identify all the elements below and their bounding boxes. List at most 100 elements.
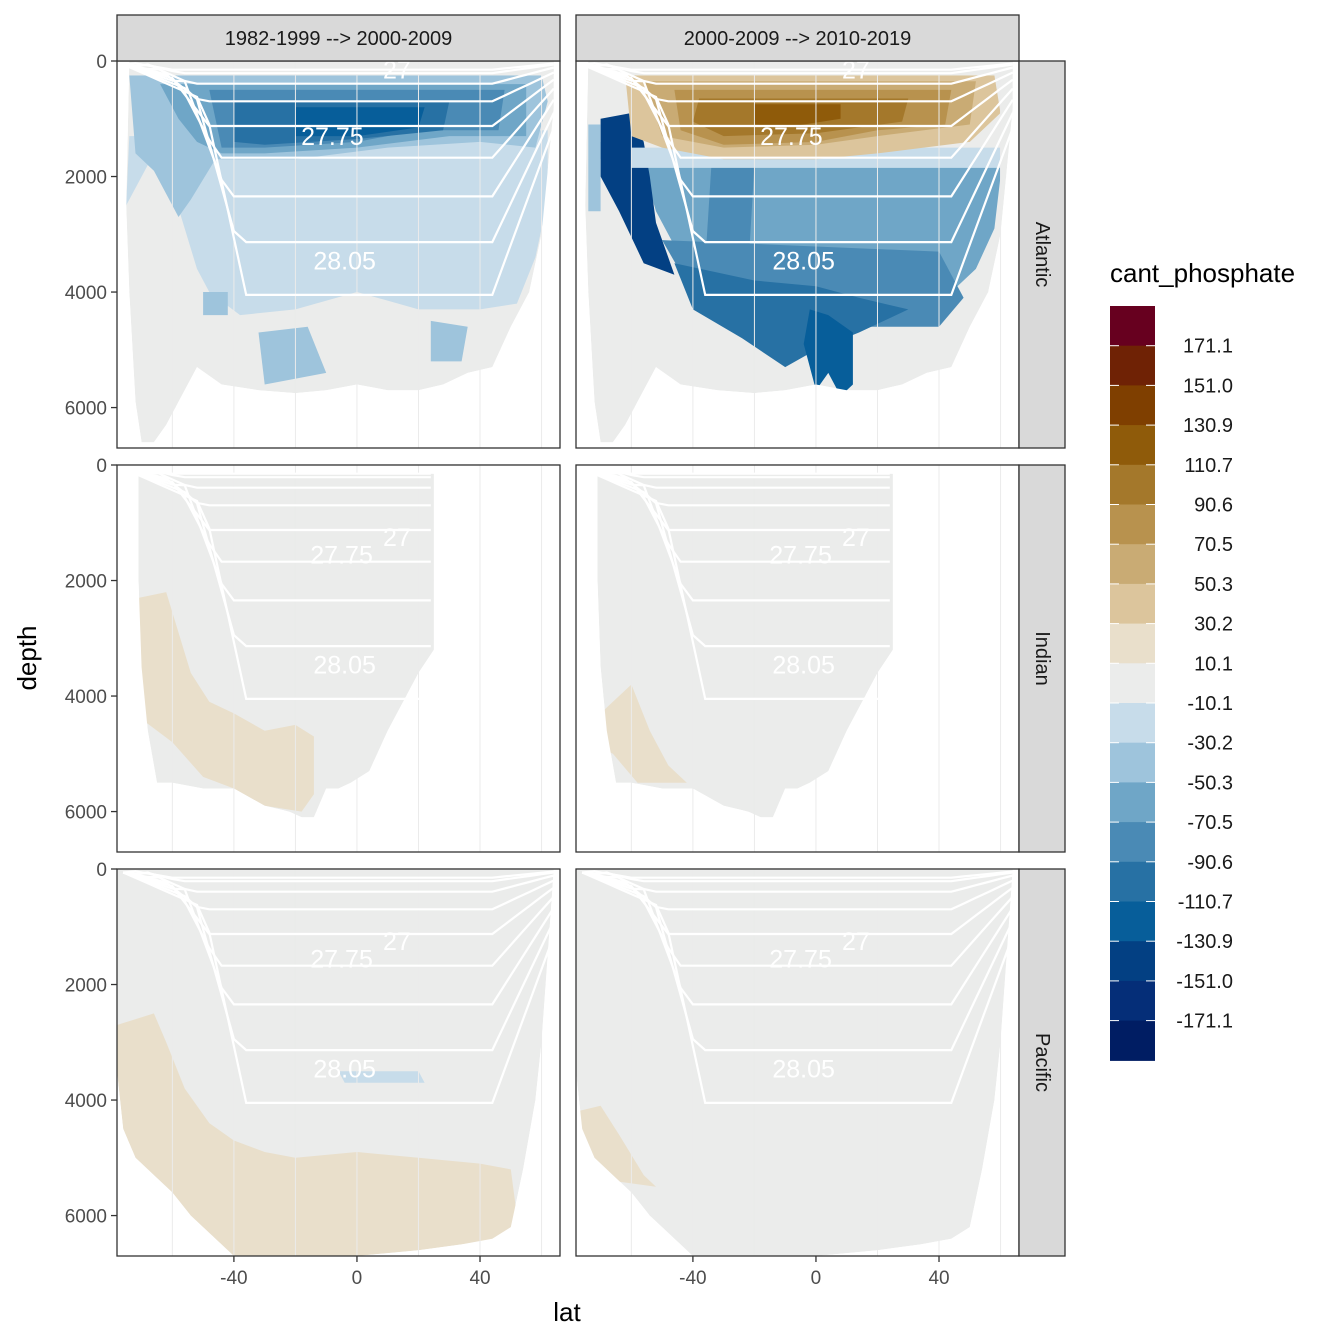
- panel-atlantic-2: 27 27.75 28.05: [575, 57, 1020, 449]
- value-patch: [588, 124, 601, 212]
- isopycnal-label: 27: [842, 57, 870, 85]
- value-patch: [126, 130, 548, 316]
- isopycnal-line: [581, 63, 1014, 244]
- land-mask: [576, 869, 1019, 1256]
- isopycnal-label: 27: [842, 928, 870, 956]
- legend-label: -110.7: [1178, 892, 1233, 914]
- legend-label: 110.7: [1184, 455, 1233, 477]
- panel-border: [116, 868, 561, 1257]
- legend-label: -50.3: [1187, 772, 1233, 794]
- land-mask: [576, 465, 1019, 852]
- isopycnal-line: [581, 871, 1014, 1104]
- legend-label: -171.1: [1176, 1011, 1233, 1033]
- panels-layer: 2727.7528.052727.7528.052727.7528.052727…: [116, 57, 1020, 1257]
- isopycnal-line: [123, 871, 554, 883]
- isopycnal-line: [123, 63, 554, 75]
- isopycnal-line: [122, 467, 431, 648]
- y-tick-label: 2000: [65, 976, 107, 997]
- land-mask: [576, 61, 1019, 448]
- y-tick-label: 4000: [65, 1091, 107, 1112]
- isopycnal-line: [581, 871, 1014, 1052]
- isopycnal-label: 27: [383, 928, 411, 956]
- y-tick-label: 2000: [65, 168, 107, 189]
- section-field: 27 27.75 28.05: [576, 465, 1019, 852]
- legend-swatch: [1110, 703, 1155, 744]
- isopycnal-line: [122, 63, 555, 296]
- strip-background: [116, 14, 561, 62]
- isopycnal-label: 28.05: [772, 1055, 835, 1083]
- isopycnal-line: [581, 467, 890, 700]
- y-tick-label: 6000: [65, 399, 107, 420]
- isopycnal-line: [122, 63, 555, 159]
- isopycnal-label: 27: [842, 524, 870, 552]
- section-field: 27 27.75 28.05: [117, 465, 560, 852]
- panel-indian-2: 27 27.75 28.05: [575, 464, 1020, 853]
- legend-label: 171.1: [1183, 336, 1233, 358]
- value-patch: [754, 104, 841, 128]
- isopycnal-line: [582, 62, 1013, 71]
- value-patch: [258, 326, 327, 385]
- legend-label: -130.9: [1176, 931, 1233, 953]
- value-patch: [588, 61, 1013, 76]
- legend-swatch: [1110, 742, 1155, 783]
- isopycnal-line: [123, 62, 554, 71]
- isopycnal-contours: 27 27.75 28.05: [581, 870, 1014, 1104]
- x-tick-label: 40: [469, 1268, 490, 1289]
- land-mask: [117, 465, 560, 852]
- legend-swatch: [1110, 782, 1155, 823]
- isopycnal-line: [581, 63, 1014, 159]
- x-tick-label: 40: [928, 1268, 949, 1289]
- legend-label: -30.2: [1187, 733, 1233, 755]
- isopycnal-line: [582, 871, 1014, 893]
- land-mask: [117, 869, 560, 1256]
- row-strip-pacific: Pacific: [1018, 868, 1066, 1257]
- isopycnal-line: [122, 871, 555, 1052]
- x-tick-label: 0: [352, 1268, 363, 1289]
- legend-swatch: [1110, 425, 1155, 466]
- legend-swatch: [1110, 544, 1155, 585]
- isopycnal-label: 27.75: [769, 542, 832, 570]
- isopycnal-line: [122, 871, 555, 1006]
- value-patch: [203, 292, 228, 316]
- legend-swatch: [1110, 663, 1155, 704]
- legend: 171.1 151.0 130.9 110.7 90.6 70.5 50.3 30.2 10.1…: [1110, 306, 1233, 1061]
- legend-swatch: [1110, 901, 1155, 942]
- legend-label: -151.0: [1176, 971, 1233, 993]
- strip-background: [1018, 464, 1066, 853]
- x-axes: -40 0 40 -40 0 40: [220, 1256, 950, 1289]
- legend-swatch: [1110, 623, 1155, 664]
- section-field: 27 27.75 28.05: [117, 61, 560, 448]
- legend-swatch: [1110, 345, 1155, 386]
- strip-background: [575, 14, 1020, 62]
- legend-label: 30.2: [1194, 614, 1233, 636]
- land-mask: [117, 61, 560, 448]
- isopycnal-line: [582, 870, 1013, 879]
- isopycnal-label: 28.05: [313, 247, 376, 275]
- value-patch: [600, 113, 675, 275]
- isopycnal-contours: 27 27.75 28.05: [581, 466, 890, 700]
- legend-label: 90.6: [1194, 495, 1233, 517]
- column-strips: 1982-1999 --> 2000-2009 2000-2009 --> 201…: [116, 14, 1020, 62]
- x-axis-title: lat: [553, 1297, 581, 1327]
- row-strip-label: Pacific: [1031, 1033, 1053, 1092]
- panel-indian-1: 27 27.75 28.05: [116, 464, 561, 853]
- isopycnal-line: [122, 63, 555, 244]
- y-tick-label: 6000: [65, 1207, 107, 1228]
- isopycnal-line: [122, 467, 431, 602]
- legend-title: cant_phosphate: [1110, 258, 1295, 288]
- row-strip-indian: Indian: [1018, 464, 1066, 853]
- legend-swatch: [1110, 583, 1155, 625]
- isopycnal-label: 27.75: [769, 946, 832, 974]
- isopycnal-label: 27.75: [760, 123, 823, 151]
- x-tick-label: -40: [679, 1268, 706, 1289]
- section-field: 27 27.75 28.05: [117, 869, 560, 1256]
- y-tick-label: 4000: [65, 687, 107, 708]
- panel-pacific-1: 27 27.75 28.05: [116, 868, 561, 1257]
- value-patch: [674, 263, 909, 368]
- legend-label: 130.9: [1183, 415, 1233, 437]
- column-strip-1: 1982-1999 --> 2000-2009: [116, 14, 561, 62]
- legend-swatch: [1110, 941, 1155, 982]
- panel-border: [116, 464, 561, 853]
- y-tick-label: 6000: [65, 803, 107, 824]
- isopycnal-line: [122, 871, 555, 1104]
